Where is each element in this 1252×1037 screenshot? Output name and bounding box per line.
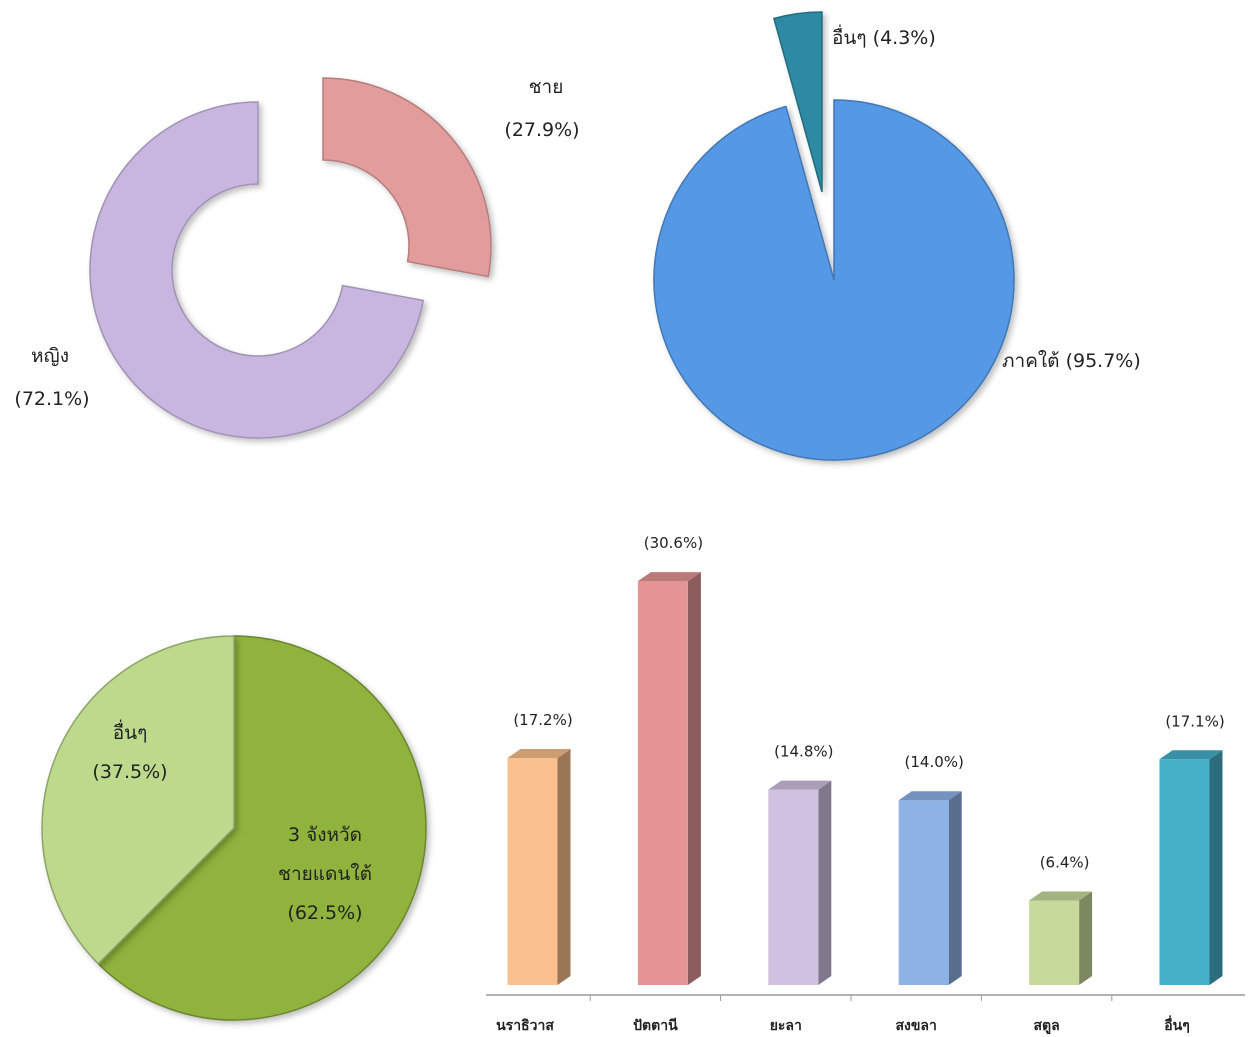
- bar: [637, 572, 701, 985]
- slice-label-male-value: (27.9%): [504, 119, 579, 141]
- x-tick-label: อื่นๆ: [1164, 1015, 1190, 1034]
- bar-top: [507, 748, 571, 758]
- bar-side: [1209, 750, 1223, 985]
- pie-slice-other-provinces: [41, 635, 235, 965]
- slice-label-three-provinces-value: (62.5%): [287, 902, 362, 924]
- x-tick-label: ปัตตานี: [633, 1018, 678, 1034]
- bar-side: [818, 780, 832, 985]
- bar-value-label: (14.0%): [905, 753, 964, 771]
- region-pie-chart: อื่นๆ (4.3%) ภาคใต้ (95.7%): [653, 11, 1141, 461]
- bar-top: [1159, 750, 1223, 760]
- bar-value-label: (6.4%): [1040, 854, 1090, 872]
- bar: [507, 748, 571, 985]
- slice-label-three-provinces-line1: 3 จังหวัด: [288, 824, 362, 846]
- slice-label-female-category: หญิง: [31, 345, 69, 367]
- bar: [898, 791, 962, 985]
- bar-value-label: (17.2%): [513, 711, 572, 729]
- slice-label-other-provinces-value: (37.5%): [92, 761, 167, 783]
- province-group-pie-chart: อื่นๆ (37.5%) 3 จังหวัด ชายแดนใต้ (62.5%…: [41, 635, 427, 1021]
- slice-label-male-category: ชาย: [529, 76, 564, 98]
- slice-label-three-provinces-line2: ชายแดนใต้: [278, 863, 372, 885]
- slice-label-south: ภาคใต้ (95.7%): [1002, 350, 1141, 372]
- bar-front: [1029, 900, 1080, 985]
- x-tick-label: ยะลา: [770, 1018, 802, 1034]
- doughnut-slice-male: [322, 77, 492, 278]
- x-tick-label: สงขลา: [895, 1018, 936, 1034]
- bar-top: [768, 780, 832, 790]
- bar-value-label: (30.6%): [644, 534, 703, 552]
- bar-top: [637, 572, 701, 582]
- gender-doughnut-chart: ชาย (27.9%) หญิง (72.1%): [14, 76, 580, 439]
- x-tick-label: นราธิวาส: [496, 1018, 554, 1034]
- bar-side: [687, 572, 701, 985]
- bar-front: [898, 800, 949, 985]
- bar-value-label: (14.8%): [774, 743, 833, 761]
- bar: [1029, 891, 1093, 985]
- pie-slice-three-provinces: [97, 635, 427, 1021]
- province-bar-chart: (17.2%) นราธิวาส (30.6%) ปัตตานี (14.8%) ยะลา…: [486, 534, 1245, 1034]
- bar-top: [898, 791, 962, 801]
- bar: [768, 780, 832, 985]
- bar-side: [1079, 891, 1093, 985]
- bars-layer: (17.2%) นราธิวาส (30.6%) ปัตตานี (14.8%) ยะลา…: [496, 534, 1225, 1034]
- bar-side: [948, 791, 962, 985]
- bar-front: [507, 757, 558, 985]
- slice-label-female-value: (72.1%): [14, 388, 89, 410]
- bar: [1159, 750, 1223, 985]
- bar-side: [557, 748, 571, 985]
- bar-front: [1159, 759, 1210, 985]
- pie-slice-south: [653, 99, 1015, 461]
- bar-value-label: (17.1%): [1165, 712, 1224, 730]
- pie-slice-other-region: [773, 11, 823, 193]
- bar-front: [637, 581, 688, 985]
- bar-top: [1029, 891, 1093, 901]
- bar-front: [768, 789, 819, 985]
- slice-label-other-region: อื่นๆ (4.3%): [832, 24, 936, 49]
- slice-label-other-provinces-category: อื่นๆ: [113, 719, 148, 744]
- doughnut-slice-female: [89, 101, 425, 439]
- x-tick-label: สตูล: [1033, 1018, 1059, 1034]
